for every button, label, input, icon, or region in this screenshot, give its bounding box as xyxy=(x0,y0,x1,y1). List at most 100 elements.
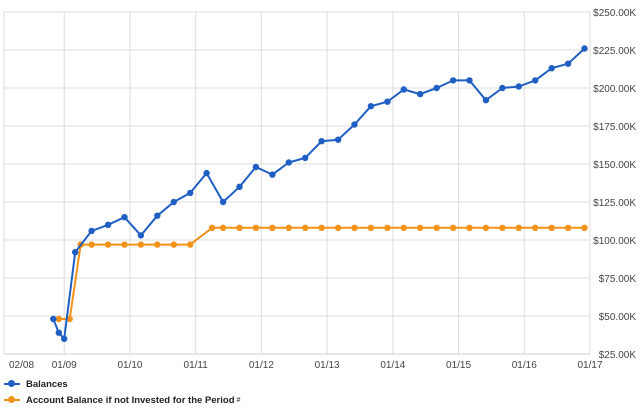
data-point-balances[interactable] xyxy=(88,227,95,235)
y-tick-label: $150.00K xyxy=(593,160,636,171)
data-point-not-invested[interactable] xyxy=(88,241,95,248)
legend-item-not-invested[interactable]: Account Balance if not Invested for the … xyxy=(4,392,240,408)
x-axis-ticks: 02/08 01/09 01/10 01/11 01/12 01/13 01/14 01/15… xyxy=(9,360,603,371)
data-point-balances[interactable] xyxy=(482,97,490,104)
y-tick-label: $175.00K xyxy=(593,122,636,133)
series-line-not-invested xyxy=(58,226,585,320)
legend-swatch-balances xyxy=(4,379,20,389)
legend-footnote-mark: # xyxy=(236,396,241,404)
x-tick-label: 01/11 xyxy=(184,360,209,371)
data-point-balances[interactable] xyxy=(285,159,292,166)
series-line-balances xyxy=(52,47,586,340)
data-point-not-invested[interactable] xyxy=(66,315,73,323)
data-point-balances[interactable] xyxy=(367,103,375,110)
data-point-not-invested[interactable] xyxy=(318,224,325,231)
data-point-balances[interactable] xyxy=(55,329,62,336)
data-point-balances[interactable] xyxy=(400,86,407,93)
y-tick-label: $100.00K xyxy=(593,236,636,247)
y-tick-label: $250.00K xyxy=(593,8,636,19)
chart-grid xyxy=(3,11,591,355)
legend-item-balances[interactable]: Balances xyxy=(4,376,240,392)
data-point-not-invested[interactable] xyxy=(302,224,309,231)
data-point-not-invested[interactable] xyxy=(55,315,62,323)
data-point-balances[interactable] xyxy=(252,163,260,171)
legend-label-balances: Balances xyxy=(26,378,68,390)
data-point-balances[interactable] xyxy=(187,189,194,197)
data-point-not-invested[interactable] xyxy=(417,224,424,231)
data-point-not-invested[interactable] xyxy=(449,224,457,231)
data-point-balances[interactable] xyxy=(449,77,457,84)
data-point-balances[interactable] xyxy=(318,138,325,145)
data-point-balances[interactable] xyxy=(137,232,145,239)
data-point-balances[interactable] xyxy=(154,212,161,219)
data-point-balances[interactable] xyxy=(351,121,358,128)
data-point-not-invested[interactable] xyxy=(581,224,588,231)
data-point-not-invested[interactable] xyxy=(400,224,407,231)
data-point-balances[interactable] xyxy=(104,221,112,228)
data-point-balances[interactable] xyxy=(417,90,424,98)
data-point-not-invested[interactable] xyxy=(367,224,375,231)
data-point-not-invested[interactable] xyxy=(532,224,539,231)
legend-label-not-invested: Account Balance if not Invested for the … xyxy=(26,394,235,406)
y-tick-label: $75.00K xyxy=(599,274,637,285)
data-point-balances[interactable] xyxy=(219,198,227,206)
data-point-not-invested[interactable] xyxy=(482,224,490,231)
data-point-balances[interactable] xyxy=(121,214,128,221)
y-tick-label: $125.00K xyxy=(593,198,636,209)
data-point-balances[interactable] xyxy=(384,98,391,105)
x-tick-label: 01/12 xyxy=(249,360,274,371)
data-point-balances[interactable] xyxy=(203,169,210,177)
data-point-balances[interactable] xyxy=(334,136,342,143)
data-point-not-invested[interactable] xyxy=(433,224,440,231)
data-point-balances[interactable] xyxy=(50,315,57,323)
data-point-balances[interactable] xyxy=(60,335,68,342)
data-point-not-invested[interactable] xyxy=(236,224,243,231)
data-point-not-invested[interactable] xyxy=(548,224,555,231)
data-point-balances[interactable] xyxy=(532,77,539,84)
data-point-balances[interactable] xyxy=(433,84,440,92)
data-point-not-invested[interactable] xyxy=(154,241,161,248)
data-point-balances[interactable] xyxy=(269,171,276,178)
data-point-not-invested[interactable] xyxy=(104,241,112,248)
data-point-balances[interactable] xyxy=(581,45,588,52)
y-axis-ticks: $25.00K $50.00K $75.00K $100.00K $125.00K $15… xyxy=(593,8,636,361)
data-point-not-invested[interactable] xyxy=(499,224,506,231)
data-point-balances[interactable] xyxy=(302,154,309,162)
data-point-balances[interactable] xyxy=(564,60,572,67)
data-point-not-invested[interactable] xyxy=(137,241,145,248)
x-tick-label: 01/17 xyxy=(577,360,602,371)
data-point-balances[interactable] xyxy=(466,77,473,84)
y-tick-label: $25.00K xyxy=(599,350,637,361)
data-point-not-invested[interactable] xyxy=(252,224,260,231)
data-point-not-invested[interactable] xyxy=(515,224,522,231)
data-point-not-invested[interactable] xyxy=(384,224,391,231)
data-point-not-invested[interactable] xyxy=(219,224,227,231)
data-point-balances[interactable] xyxy=(236,183,243,190)
data-point-balances[interactable] xyxy=(515,83,522,90)
data-point-not-invested[interactable] xyxy=(285,224,292,231)
chart-series xyxy=(50,45,588,342)
x-tick-label: 01/14 xyxy=(380,360,405,371)
x-tick-label: 01/15 xyxy=(446,360,471,371)
x-tick-label: 01/10 xyxy=(117,360,142,371)
data-point-not-invested[interactable] xyxy=(170,241,177,248)
chart-legend: Balances Account Balance if not Invested… xyxy=(4,376,240,408)
data-point-not-invested[interactable] xyxy=(187,241,194,248)
data-point-balances[interactable] xyxy=(499,84,506,92)
data-point-not-invested[interactable] xyxy=(208,224,216,231)
y-tick-label: $225.00K xyxy=(593,46,636,57)
x-tick-label: 02/08 xyxy=(9,360,34,371)
data-point-not-invested[interactable] xyxy=(466,224,473,231)
data-point-balances[interactable] xyxy=(170,198,177,206)
y-tick-label: $200.00K xyxy=(593,84,636,95)
x-tick-label: 01/09 xyxy=(52,360,77,371)
data-point-not-invested[interactable] xyxy=(564,224,572,231)
x-tick-label: 01/16 xyxy=(512,360,537,371)
data-point-not-invested[interactable] xyxy=(351,224,358,231)
data-point-not-invested[interactable] xyxy=(121,241,128,248)
data-point-not-invested[interactable] xyxy=(334,224,342,231)
data-point-balances[interactable] xyxy=(72,249,79,256)
data-point-balances[interactable] xyxy=(548,65,555,72)
data-point-not-invested[interactable] xyxy=(269,224,276,231)
